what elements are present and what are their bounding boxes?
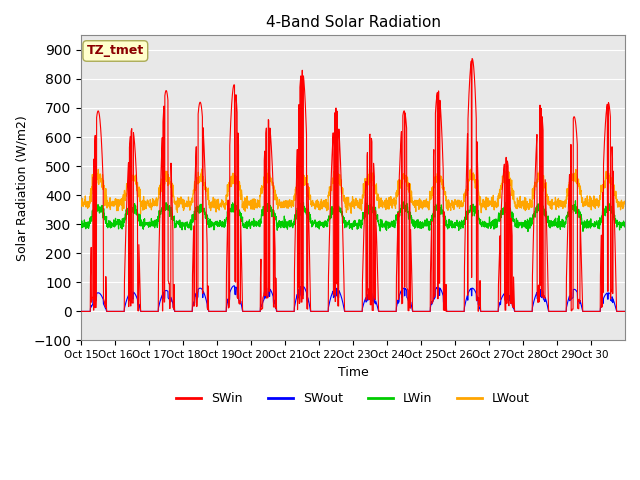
Y-axis label: Solar Radiation (W/m2): Solar Radiation (W/m2) <box>15 115 28 261</box>
Text: TZ_tmet: TZ_tmet <box>86 45 144 58</box>
Legend: SWin, SWout, LWin, LWout: SWin, SWout, LWin, LWout <box>172 387 535 410</box>
Title: 4-Band Solar Radiation: 4-Band Solar Radiation <box>266 15 440 30</box>
X-axis label: Time: Time <box>338 366 369 379</box>
